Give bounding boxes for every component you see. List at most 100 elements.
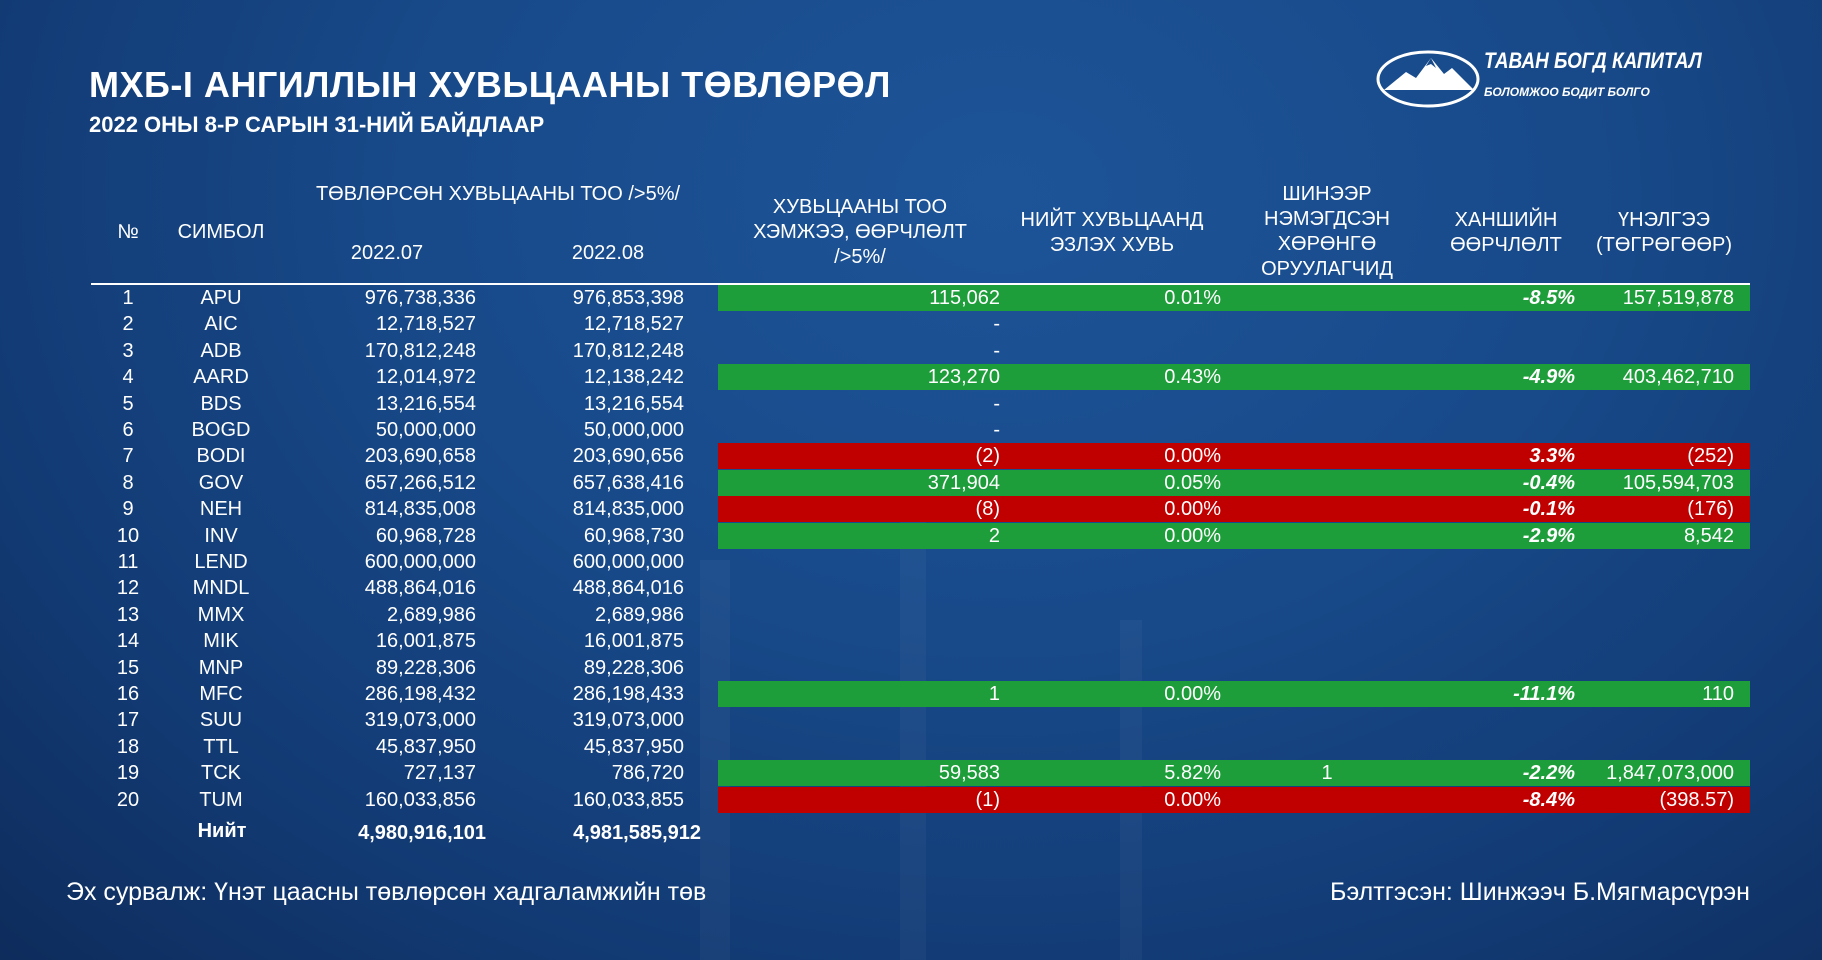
cell-jul: 976,738,336 <box>364 287 476 309</box>
cell-share: 0.43% <box>1164 366 1221 389</box>
col-header-new: ШИНЭЭР НЭМЭГДСЭН ХӨРӨНГӨ ОРУУЛАГЧИД <box>1261 182 1393 282</box>
logo: ТАВАН БОГД КАПИТАЛ БОЛОМЖОО БОДИТ БОЛГО <box>1376 48 1756 110</box>
cell-value: (176) <box>1687 498 1734 521</box>
cell-jul: 600,000,000 <box>364 551 476 573</box>
col-header-change: ХУВЬЦААНЫ ТОО ХЭМЖЭЭ, ӨӨРЧЛӨЛТ />5%/ <box>753 195 967 270</box>
header-line: ХӨРӨНГӨ <box>1277 233 1377 255</box>
cell-aug: 45,837,950 <box>583 735 684 758</box>
cell-symbol: AIC <box>204 313 238 336</box>
col-header-jul: 2022.07 <box>350 242 424 264</box>
cell-no: 9 <box>122 498 134 521</box>
cell-no: 7 <box>122 445 134 468</box>
cell-aug: 50,000,000 <box>583 419 684 441</box>
header-line: ҮНЭЛГЭЭ <box>1618 209 1710 231</box>
cell-price: -0.1% <box>1522 498 1575 521</box>
cell-share: 0.00% <box>1164 445 1221 468</box>
cell-value: 8,542 <box>1683 524 1734 547</box>
cell-jul: 60,968,728 <box>375 524 476 547</box>
header-line: (ТӨГРӨГӨӨР) <box>1595 234 1733 256</box>
cell-aug: 60,968,730 <box>583 524 684 547</box>
cell-jul: 488,864,016 <box>364 577 476 600</box>
cell-jul: 160,033,856 <box>364 788 476 811</box>
cell-aug: 13,216,554 <box>583 392 684 415</box>
cell-aug: 976,853,398 <box>572 287 684 309</box>
col-header-share: НИЙТ ХУВЬЦААНД ЭЗЛЭХ ХУВЬ <box>1021 208 1204 258</box>
cell-jul: 16,001,875 <box>375 630 476 653</box>
cell-symbol: BDS <box>200 392 242 415</box>
row-highlight-positive <box>718 760 1750 787</box>
cell-no: 16 <box>116 683 140 705</box>
cell-change: (2) <box>975 445 1000 468</box>
cell-new: 1 <box>1321 762 1333 785</box>
cell-price: -11.1% <box>1513 683 1575 705</box>
cell-jul: 12,718,527 <box>375 313 476 336</box>
cell-share: 0.00% <box>1164 683 1221 705</box>
cell-price: -2.9% <box>1522 524 1575 547</box>
header-line: НЭМЭГДСЭН <box>1264 208 1390 230</box>
background-decoration <box>900 500 926 960</box>
logo-name: ТАВАН БОГД КАПИТАЛ <box>1484 48 1702 73</box>
cell-share: 5.82% <box>1164 762 1221 785</box>
cell-change: 59,583 <box>938 762 1000 785</box>
cell-price: -8.4% <box>1522 788 1575 811</box>
cell-value: (252) <box>1687 445 1734 468</box>
cell-symbol: MMX <box>197 603 245 626</box>
cell-symbol: LEND <box>194 551 248 573</box>
cell-aug: 160,033,855 <box>572 788 684 811</box>
cell-no: 12 <box>116 577 140 600</box>
cell-value: 403,462,710 <box>1622 366 1734 389</box>
cell-price: -8.5% <box>1522 287 1575 309</box>
header-line: ШИНЭЭР <box>1282 183 1372 205</box>
cell-aug: 319,073,000 <box>572 709 684 732</box>
cell-symbol: MIK <box>203 630 239 653</box>
cell-symbol: INV <box>204 524 238 547</box>
header-divider <box>91 283 1750 285</box>
cell-share: 0.00% <box>1164 524 1221 547</box>
cell-price: -0.4% <box>1522 471 1575 494</box>
cell-no: 2 <box>122 313 134 336</box>
cell-jul: 50,000,000 <box>375 419 476 441</box>
col-header-value: ҮНЭЛГЭЭ (ТӨГРӨГӨӨР) <box>1596 208 1732 258</box>
cell-aug: 814,835,000 <box>572 498 684 521</box>
cell-jul: 170,812,248 <box>364 339 476 362</box>
cell-change: (1) <box>975 788 1000 811</box>
row-highlight-negative <box>718 496 1750 523</box>
row-highlight-positive <box>718 681 1750 707</box>
source-note: Эх сурвалж: Үнэт цаасны төвлөрсөн хадгал… <box>66 878 707 906</box>
cell-no: 6 <box>122 419 134 441</box>
cell-symbol: ADB <box>200 339 242 362</box>
cell-symbol: MNP <box>198 656 244 679</box>
cell-price: 3.3% <box>1529 445 1575 468</box>
cell-aug: 286,198,433 <box>572 683 684 705</box>
header-line: ХЭМЖЭЭ, ӨӨРЧЛӨЛТ <box>753 221 967 243</box>
row-highlight-negative <box>718 786 1750 813</box>
cell-change: 2 <box>988 524 1000 547</box>
cell-change: - <box>993 392 1000 415</box>
cell-value: 110 <box>1702 683 1734 705</box>
mountain-logo-icon <box>1376 50 1480 108</box>
cell-no: 17 <box>116 709 140 732</box>
cell-symbol: BODI <box>196 445 246 468</box>
cell-symbol: MNDL <box>192 577 250 600</box>
cell-share: 0.00% <box>1164 498 1221 521</box>
cell-change: - <box>993 339 1000 362</box>
cell-share: 0.05% <box>1164 471 1221 494</box>
cell-jul: 2,689,986 <box>387 603 476 626</box>
cell-aug: 203,690,656 <box>572 445 684 468</box>
header-line: ОРУУЛАГЧИД <box>1261 258 1393 280</box>
cell-symbol: MFC <box>199 683 243 705</box>
row-highlight-positive <box>718 469 1750 496</box>
cell-aug: 12,138,242 <box>583 366 684 389</box>
header-line: ХУВЬЦААНЫ ТОО <box>772 196 948 218</box>
cell-change: (8) <box>975 498 1000 521</box>
col-header-price: ХАНШИЙН ӨӨРЧЛӨЛТ <box>1450 208 1562 258</box>
cell-value: 105,594,703 <box>1622 471 1734 494</box>
cell-jul: 319,073,000 <box>364 709 476 732</box>
page-title: МХБ-I АНГИЛЛЫН ХУВЬЦААНЫ ТӨВЛӨРӨЛ <box>89 64 891 105</box>
cell-jul: 657,266,512 <box>364 471 476 494</box>
cell-change: 115,062 <box>929 287 1000 309</box>
cell-symbol: AARD <box>193 366 249 389</box>
header-line: ХАНШИЙН <box>1454 209 1558 231</box>
header-line: ЭЗЛЭХ ХУВЬ <box>1049 234 1175 256</box>
cell-jul: 12,014,972 <box>375 366 476 389</box>
